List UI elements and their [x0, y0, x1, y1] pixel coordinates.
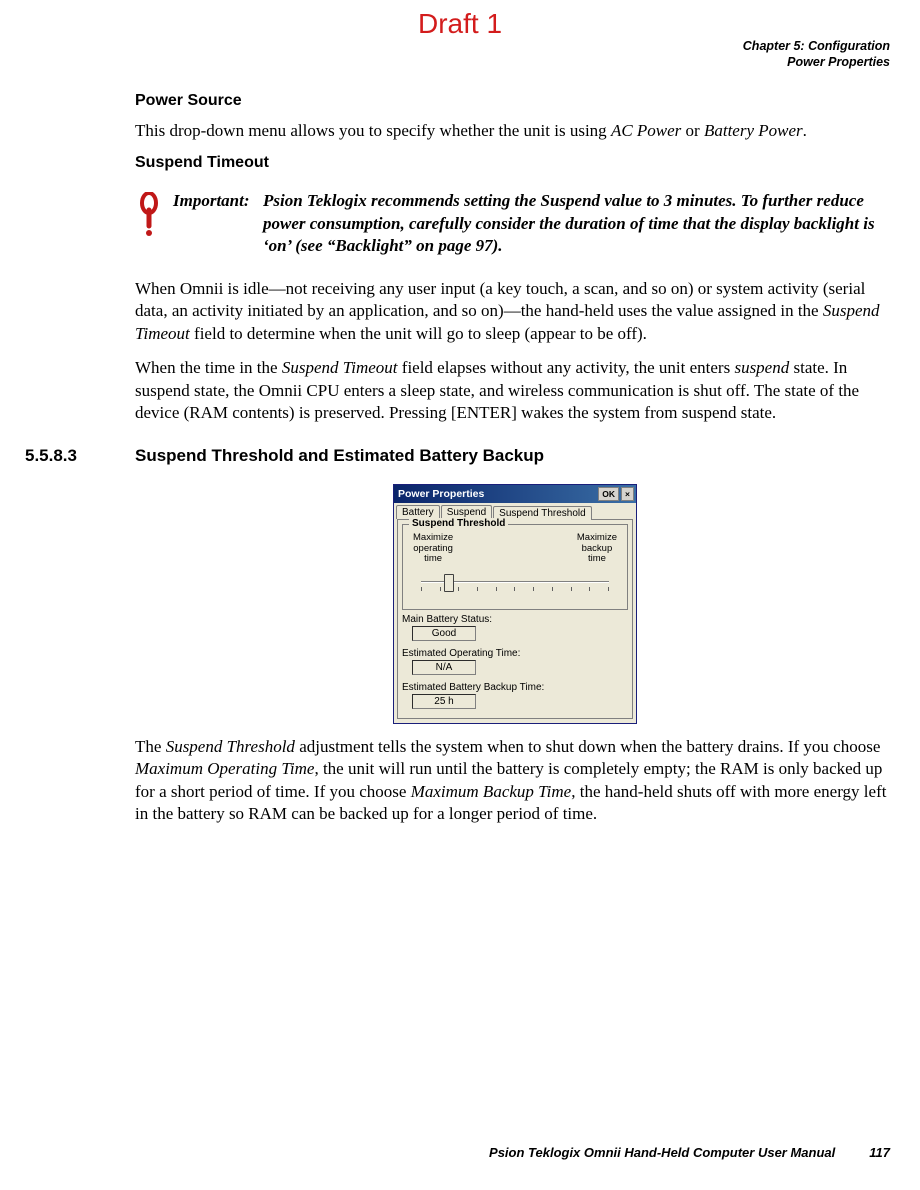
slider-labels: Maximize operating time Maximize backup … — [409, 531, 621, 570]
dialog-titlebar: Power Properties OK × — [394, 485, 636, 503]
slider-right-label: Maximize backup time — [577, 533, 617, 564]
status-label: Main Battery Status: — [402, 614, 628, 625]
power-properties-dialog: Power Properties OK × Battery Suspend Su… — [393, 484, 637, 723]
suspend-para-2: When the time in the Suspend Timeout fie… — [135, 357, 895, 424]
threshold-para: The Suspend Threshold adjustment tells t… — [135, 736, 895, 826]
text-fragment: or — [681, 121, 704, 140]
important-body: Psion Teklogix recommends setting the Su… — [263, 190, 893, 257]
suspend-para-1: When Omnii is idle—not receiving any use… — [135, 278, 895, 345]
footer: Psion Teklogix Omnii Hand-Held Computer … — [135, 1145, 890, 1160]
text-fragment: field to determine when the unit will go… — [190, 324, 647, 343]
subsection-number: 5.5.8.3 — [25, 446, 135, 466]
important-label: Important: — [173, 190, 263, 212]
text-italic: Maximum Backup Time — [411, 782, 572, 801]
subsection-header: 5.5.8.3 Suspend Threshold and Estimated … — [25, 446, 895, 466]
group-legend: Suspend Threshold — [409, 518, 508, 529]
tick — [608, 587, 609, 591]
close-button[interactable]: × — [621, 487, 634, 501]
power-source-title: Power Source — [135, 92, 895, 110]
subsection-title: Suspend Threshold and Estimated Battery … — [135, 446, 544, 466]
tick — [496, 587, 497, 591]
text-fragment: This drop-down menu allows you to specif… — [135, 121, 611, 140]
titlebar-buttons: OK × — [598, 487, 634, 501]
header-block: Chapter 5: Configuration Power Propertie… — [743, 38, 890, 71]
draft-watermark: Draft 1 — [418, 8, 502, 40]
header-section: Power Properties — [743, 54, 890, 70]
tick — [589, 587, 590, 591]
status-operating-time: Estimated Operating Time: N/A — [402, 648, 628, 678]
status-main-battery: Main Battery Status: Good — [402, 614, 628, 644]
text-fragment: field elapses without any activity, the … — [398, 358, 735, 377]
text-italic: Battery Power — [704, 121, 803, 140]
text-italic: Suspend Timeout — [282, 358, 398, 377]
power-source-para: This drop-down menu allows you to specif… — [135, 120, 895, 142]
status-label: Estimated Operating Time: — [402, 648, 628, 659]
text-fragment: When the time in the — [135, 358, 282, 377]
slider-thumb[interactable] — [444, 574, 454, 592]
important-callout: Important:Psion Teklogix recommends sett… — [135, 190, 895, 257]
tick — [571, 587, 572, 591]
threshold-groupbox: Suspend Threshold Maximize operating tim… — [402, 524, 628, 609]
text-italic: Maximum Operating Time — [135, 759, 314, 778]
warning-icon — [135, 192, 163, 241]
status-value: Good — [412, 626, 476, 641]
status-value: 25 h — [412, 694, 476, 709]
text-italic: Suspend Threshold — [166, 737, 295, 756]
tab-row: Battery Suspend Suspend Threshold — [394, 503, 636, 519]
status-value: N/A — [412, 660, 476, 675]
dialog-title: Power Properties — [398, 488, 484, 500]
suspend-timeout-title: Suspend Timeout — [135, 154, 895, 172]
tick — [552, 587, 553, 591]
tick — [458, 587, 459, 591]
tab-suspend[interactable]: Suspend — [441, 505, 492, 519]
header-chapter: Chapter 5: Configuration — [743, 38, 890, 54]
text-italic: suspend — [734, 358, 789, 377]
content-area: Power Source This drop-down menu allows … — [135, 92, 895, 837]
tick — [514, 587, 515, 591]
threshold-slider[interactable] — [421, 575, 609, 595]
important-text: Important:Psion Teklogix recommends sett… — [173, 190, 893, 257]
text-fragment: When Omnii is idle—not receiving any use… — [135, 279, 865, 320]
tick — [421, 587, 422, 591]
slider-left-label: Maximize operating time — [413, 533, 453, 564]
tick — [440, 587, 441, 591]
text-fragment: . — [803, 121, 807, 140]
ok-button[interactable]: OK — [598, 487, 619, 501]
text-line: time — [577, 554, 617, 564]
page-number: 117 — [869, 1145, 890, 1160]
text-italic: AC Power — [611, 121, 681, 140]
footer-manual-title: Psion Teklogix Omnii Hand-Held Computer … — [489, 1145, 835, 1160]
status-label: Estimated Battery Backup Time: — [402, 682, 628, 693]
dialog-panel: Suspend Threshold Maximize operating tim… — [397, 519, 633, 718]
text-fragment: The — [135, 737, 166, 756]
tick — [477, 587, 478, 591]
tick — [533, 587, 534, 591]
status-backup-time: Estimated Battery Backup Time: 25 h — [402, 682, 628, 712]
tab-battery[interactable]: Battery — [396, 505, 440, 519]
text-line: time — [413, 554, 453, 564]
text-fragment: adjustment tells the system when to shut… — [295, 737, 880, 756]
